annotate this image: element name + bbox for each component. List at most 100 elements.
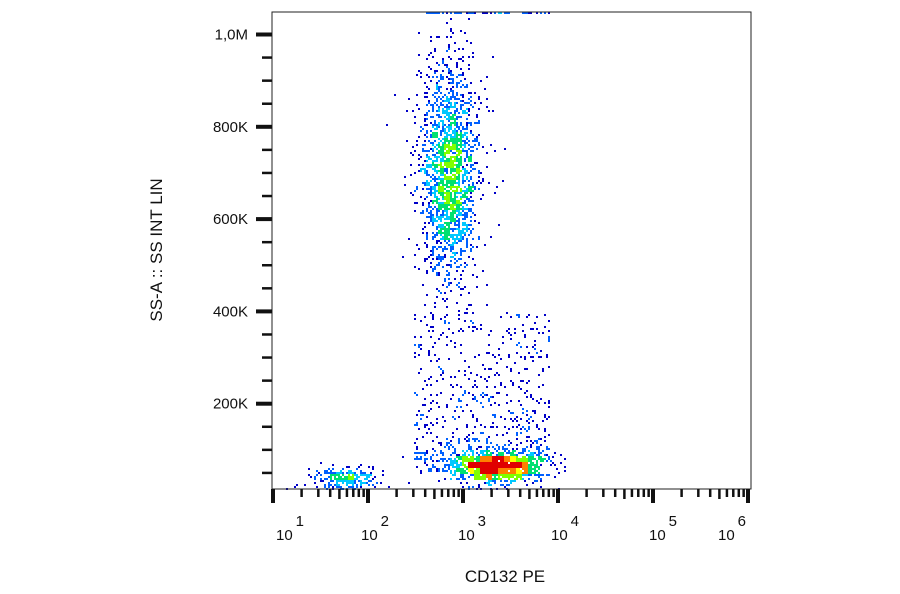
event-dot <box>414 254 416 256</box>
event-dot <box>488 456 490 458</box>
event-dot <box>450 176 452 178</box>
event-dot <box>464 250 466 252</box>
event-dot <box>530 456 532 458</box>
event-dot <box>460 344 462 346</box>
event-dot <box>442 12 444 14</box>
event-dot <box>452 118 454 120</box>
event-dot <box>494 472 496 474</box>
event-dot <box>452 464 454 466</box>
event-dot <box>420 458 422 460</box>
event-dot <box>486 456 488 458</box>
event-dot <box>464 194 466 196</box>
event-dot <box>518 470 520 472</box>
event-dot <box>500 474 502 476</box>
event-dot <box>466 226 468 228</box>
event-dot <box>426 244 428 246</box>
event-dot <box>338 472 340 474</box>
event-dot <box>426 174 428 176</box>
event-dot <box>484 454 486 456</box>
event-dot <box>428 76 430 78</box>
event-dot <box>446 138 448 140</box>
event-dot <box>456 124 458 126</box>
event-dot <box>510 456 512 458</box>
event-dot <box>458 286 460 288</box>
event-dot <box>428 202 430 204</box>
event-dot <box>468 392 470 394</box>
event-dot <box>452 180 454 182</box>
event-dot <box>446 126 448 128</box>
event-dot <box>418 354 420 356</box>
event-dot <box>432 142 434 144</box>
event-dot <box>452 144 454 146</box>
event-dot <box>376 482 378 484</box>
event-dot <box>436 202 438 204</box>
event-dot <box>452 162 454 164</box>
event-dot <box>482 454 484 456</box>
event-dot <box>422 182 424 184</box>
event-dot <box>432 168 434 170</box>
event-dot <box>444 204 446 206</box>
event-dot <box>504 462 506 464</box>
event-dot <box>476 458 478 460</box>
event-dot <box>474 168 476 170</box>
event-dot <box>452 116 454 118</box>
event-dot <box>454 262 456 264</box>
event-dot <box>338 478 340 480</box>
event-dot <box>438 116 440 118</box>
event-dot <box>458 204 460 206</box>
event-dot <box>330 474 332 476</box>
event-dot <box>444 470 446 472</box>
event-dot <box>422 204 424 206</box>
event-dot <box>436 86 438 88</box>
event-dot <box>500 462 502 464</box>
event-dot <box>480 462 482 464</box>
event-dot <box>536 446 538 448</box>
event-dot <box>432 188 434 190</box>
event-dot <box>532 360 534 362</box>
event-dot <box>526 472 528 474</box>
event-dot <box>432 214 434 216</box>
event-dot <box>476 286 478 288</box>
event-dot <box>346 478 348 480</box>
event-dot <box>544 436 546 438</box>
event-dot <box>496 450 498 452</box>
event-dot <box>432 144 434 146</box>
event-dot <box>372 478 374 480</box>
event-dot <box>420 76 422 78</box>
event-dot <box>484 464 486 466</box>
event-dot <box>534 412 536 414</box>
event-dot <box>472 394 474 396</box>
event-dot <box>528 478 530 480</box>
event-dot <box>432 326 434 328</box>
event-dot <box>462 450 464 452</box>
event-dot <box>498 392 500 394</box>
event-dot <box>466 86 468 88</box>
event-dot <box>446 114 448 116</box>
event-dot <box>314 476 316 478</box>
event-dot <box>444 116 446 118</box>
event-dot <box>510 476 512 478</box>
event-dot <box>488 476 490 478</box>
event-dot <box>468 102 470 104</box>
event-dot <box>468 448 470 450</box>
event-dot <box>442 202 444 204</box>
event-dot <box>468 64 470 66</box>
event-dot <box>548 340 550 342</box>
event-dot <box>528 472 530 474</box>
event-dot <box>472 460 474 462</box>
event-dot <box>432 238 434 240</box>
event-dot <box>522 426 524 428</box>
event-dot <box>488 110 490 112</box>
event-dot <box>452 114 454 116</box>
event-dot <box>456 208 458 210</box>
event-dot <box>498 12 500 14</box>
event-dot <box>504 418 506 420</box>
event-dot <box>500 480 502 482</box>
event-dot <box>416 424 418 426</box>
event-dot <box>434 188 436 190</box>
event-dot <box>432 314 434 316</box>
event-dot <box>458 266 460 268</box>
event-dot <box>446 298 448 300</box>
event-dot <box>444 188 446 190</box>
event-dot <box>440 368 442 370</box>
